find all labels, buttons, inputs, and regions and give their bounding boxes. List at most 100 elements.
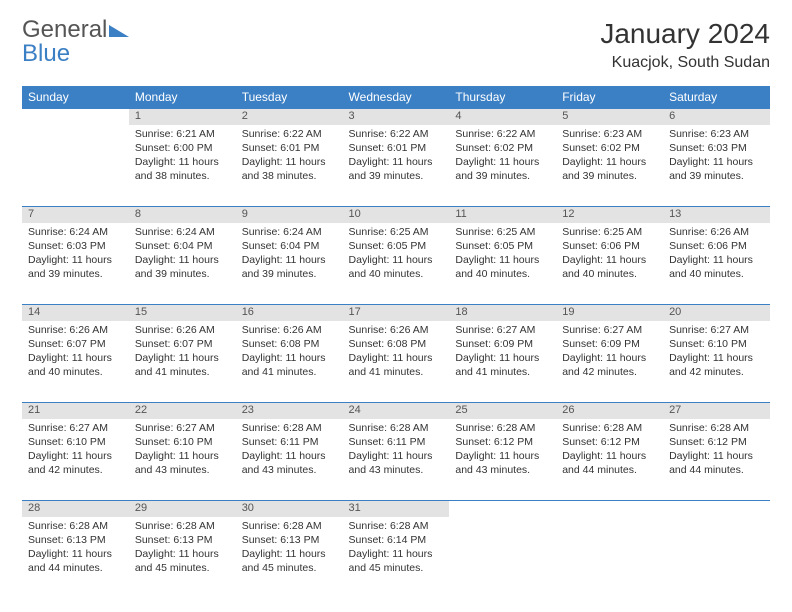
day-number-cell: 22 [129, 403, 236, 419]
day-number-cell: 14 [22, 305, 129, 321]
daylight-line: Daylight: 11 hours and 38 minutes. [242, 155, 337, 183]
day-number-cell: 25 [449, 403, 556, 419]
day-number-cell [663, 501, 770, 517]
day-content-cell: Sunrise: 6:21 AMSunset: 6:00 PMDaylight:… [129, 125, 236, 207]
sunset-line: Sunset: 6:10 PM [28, 435, 123, 449]
sunset-line: Sunset: 6:10 PM [669, 337, 764, 351]
day-content-cell [449, 517, 556, 599]
sunset-line: Sunset: 6:06 PM [669, 239, 764, 253]
daylight-line: Daylight: 11 hours and 44 minutes. [562, 449, 657, 477]
sunset-line: Sunset: 6:02 PM [562, 141, 657, 155]
sunset-line: Sunset: 6:05 PM [455, 239, 550, 253]
sunrise-line: Sunrise: 6:25 AM [349, 225, 444, 239]
location: Kuacjok, South Sudan [600, 54, 770, 72]
sunrise-line: Sunrise: 6:23 AM [669, 127, 764, 141]
daylight-line: Daylight: 11 hours and 45 minutes. [349, 547, 444, 575]
day-number-cell: 12 [556, 207, 663, 223]
day-number-cell [556, 501, 663, 517]
day-number-cell: 27 [663, 403, 770, 419]
sunrise-line: Sunrise: 6:22 AM [349, 127, 444, 141]
daylight-line: Daylight: 11 hours and 40 minutes. [349, 253, 444, 281]
weekday-header: Friday [556, 86, 663, 109]
day-content-row: Sunrise: 6:24 AMSunset: 6:03 PMDaylight:… [22, 223, 770, 305]
sunrise-line: Sunrise: 6:27 AM [455, 323, 550, 337]
sunrise-line: Sunrise: 6:28 AM [669, 421, 764, 435]
day-content-cell: Sunrise: 6:22 AMSunset: 6:01 PMDaylight:… [343, 125, 450, 207]
day-content-cell: Sunrise: 6:26 AMSunset: 6:08 PMDaylight:… [343, 321, 450, 403]
sunset-line: Sunset: 6:12 PM [669, 435, 764, 449]
day-content-cell: Sunrise: 6:26 AMSunset: 6:06 PMDaylight:… [663, 223, 770, 305]
day-number-cell: 29 [129, 501, 236, 517]
sunrise-line: Sunrise: 6:24 AM [28, 225, 123, 239]
daylight-line: Daylight: 11 hours and 41 minutes. [349, 351, 444, 379]
day-content-cell: Sunrise: 6:27 AMSunset: 6:10 PMDaylight:… [129, 419, 236, 501]
day-number-cell: 18 [449, 305, 556, 321]
weekday-header: Sunday [22, 86, 129, 109]
day-number-cell: 20 [663, 305, 770, 321]
day-number-row: 28293031 [22, 501, 770, 517]
sunrise-line: Sunrise: 6:27 AM [562, 323, 657, 337]
sunset-line: Sunset: 6:01 PM [349, 141, 444, 155]
day-number-cell: 2 [236, 109, 343, 125]
sunrise-line: Sunrise: 6:26 AM [669, 225, 764, 239]
weekday-header-row: Sunday Monday Tuesday Wednesday Thursday… [22, 86, 770, 109]
weekday-header: Thursday [449, 86, 556, 109]
month-title: January 2024 [600, 18, 770, 50]
sunset-line: Sunset: 6:02 PM [455, 141, 550, 155]
sunrise-line: Sunrise: 6:28 AM [455, 421, 550, 435]
day-number-cell: 31 [343, 501, 450, 517]
weekday-header: Wednesday [343, 86, 450, 109]
sunset-line: Sunset: 6:07 PM [135, 337, 230, 351]
day-number-cell [449, 501, 556, 517]
sunset-line: Sunset: 6:07 PM [28, 337, 123, 351]
day-number-cell: 8 [129, 207, 236, 223]
daylight-line: Daylight: 11 hours and 41 minutes. [135, 351, 230, 379]
day-content-cell: Sunrise: 6:27 AMSunset: 6:09 PMDaylight:… [556, 321, 663, 403]
daylight-line: Daylight: 11 hours and 45 minutes. [242, 547, 337, 575]
day-number-row: 21222324252627 [22, 403, 770, 419]
day-number-row: 14151617181920 [22, 305, 770, 321]
day-content-cell: Sunrise: 6:25 AMSunset: 6:05 PMDaylight:… [343, 223, 450, 305]
day-content-cell [556, 517, 663, 599]
sunset-line: Sunset: 6:04 PM [242, 239, 337, 253]
sunset-line: Sunset: 6:13 PM [135, 533, 230, 547]
sunset-line: Sunset: 6:11 PM [242, 435, 337, 449]
day-content-cell: Sunrise: 6:27 AMSunset: 6:09 PMDaylight:… [449, 321, 556, 403]
daylight-line: Daylight: 11 hours and 39 minutes. [349, 155, 444, 183]
daylight-line: Daylight: 11 hours and 39 minutes. [28, 253, 123, 281]
day-content-cell: Sunrise: 6:28 AMSunset: 6:12 PMDaylight:… [663, 419, 770, 501]
sunset-line: Sunset: 6:12 PM [562, 435, 657, 449]
daylight-line: Daylight: 11 hours and 41 minutes. [242, 351, 337, 379]
day-number-cell: 4 [449, 109, 556, 125]
day-content-cell: Sunrise: 6:22 AMSunset: 6:01 PMDaylight:… [236, 125, 343, 207]
day-number-row: 78910111213 [22, 207, 770, 223]
day-content-cell: Sunrise: 6:27 AMSunset: 6:10 PMDaylight:… [663, 321, 770, 403]
sunrise-line: Sunrise: 6:27 AM [135, 421, 230, 435]
daylight-line: Daylight: 11 hours and 41 minutes. [455, 351, 550, 379]
sunrise-line: Sunrise: 6:26 AM [28, 323, 123, 337]
day-content-cell: Sunrise: 6:26 AMSunset: 6:07 PMDaylight:… [129, 321, 236, 403]
sunrise-line: Sunrise: 6:26 AM [242, 323, 337, 337]
day-content-cell: Sunrise: 6:28 AMSunset: 6:12 PMDaylight:… [449, 419, 556, 501]
day-number-cell: 10 [343, 207, 450, 223]
daylight-line: Daylight: 11 hours and 43 minutes. [349, 449, 444, 477]
day-content-cell: Sunrise: 6:25 AMSunset: 6:06 PMDaylight:… [556, 223, 663, 305]
daylight-line: Daylight: 11 hours and 40 minutes. [28, 351, 123, 379]
sunrise-line: Sunrise: 6:26 AM [349, 323, 444, 337]
sunset-line: Sunset: 6:03 PM [669, 141, 764, 155]
day-content-cell: Sunrise: 6:24 AMSunset: 6:04 PMDaylight:… [129, 223, 236, 305]
daylight-line: Daylight: 11 hours and 43 minutes. [455, 449, 550, 477]
sunrise-line: Sunrise: 6:28 AM [28, 519, 123, 533]
sunset-line: Sunset: 6:12 PM [455, 435, 550, 449]
daylight-line: Daylight: 11 hours and 40 minutes. [669, 253, 764, 281]
daylight-line: Daylight: 11 hours and 43 minutes. [135, 449, 230, 477]
day-number-cell: 24 [343, 403, 450, 419]
day-number-cell: 17 [343, 305, 450, 321]
day-number-cell: 28 [22, 501, 129, 517]
day-content-row: Sunrise: 6:27 AM Sunset: 6:10 PM Daylight:… [22, 419, 770, 501]
daylight-line: Daylight: 11 hours and 42 minutes. [669, 351, 764, 379]
sunrise-line: Sunrise: 6:25 AM [455, 225, 550, 239]
day-content-row: Sunrise: 6:21 AMSunset: 6:00 PMDaylight:… [22, 125, 770, 207]
day-number-row: 123456 [22, 109, 770, 125]
day-content-cell: Sunrise: 6:25 AMSunset: 6:05 PMDaylight:… [449, 223, 556, 305]
